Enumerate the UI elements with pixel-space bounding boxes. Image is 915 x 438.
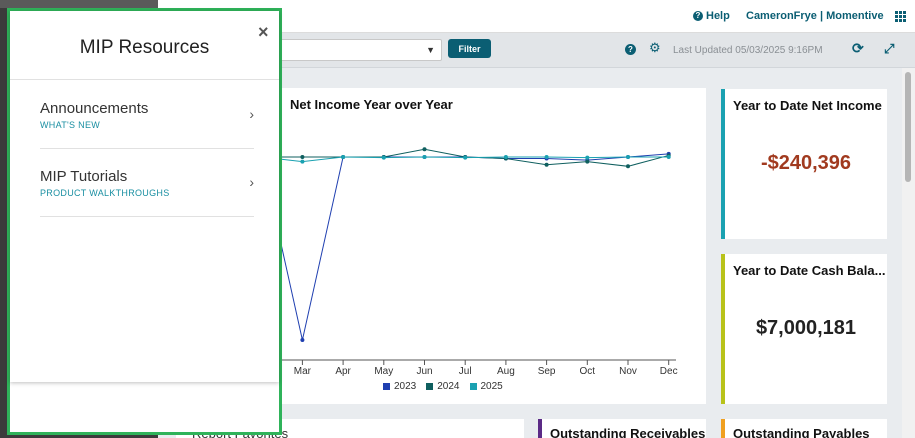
x-tick-label: Mar	[294, 366, 312, 377]
legend-label: 2023	[394, 381, 417, 392]
chevron-down-icon: ▼	[426, 45, 435, 55]
data-point-2024[interactable]	[422, 147, 427, 152]
nav-top-bar	[0, 0, 158, 8]
kpi-net-income-card[interactable]: Year to Date Net Income -$240,396	[721, 89, 887, 239]
refresh-icon[interactable]: ⟳	[852, 40, 864, 56]
dashboard-toolbar: ▼ Filter ? ⚙ Last Updated 05/03/2025 9:1…	[158, 33, 915, 68]
panel-title: MIP Resources	[79, 37, 210, 58]
data-point-2025[interactable]	[585, 155, 590, 160]
chart-legend: 2023 2024 2025	[383, 381, 503, 392]
expand-icon[interactable]: ⤢	[884, 41, 895, 56]
outstanding-receivables-card[interactable]: Outstanding Receivables	[538, 419, 706, 438]
data-point-2025[interactable]	[503, 155, 508, 159]
question-icon[interactable]: ?	[625, 44, 636, 55]
resource-item-label: Announcements	[40, 100, 149, 117]
data-point-2025[interactable]	[463, 155, 468, 160]
series-line-2023	[221, 153, 669, 341]
series-line-2024	[221, 148, 669, 167]
x-tick-label: May	[374, 366, 393, 377]
kpi-cash-balance-card[interactable]: Year to Date Cash Bala... $7,000,181	[721, 254, 887, 404]
last-updated-text: Last Updated 05/03/2025 9:16PM	[673, 45, 823, 56]
data-point-2025[interactable]	[381, 155, 386, 160]
filter-button[interactable]: Filter	[448, 39, 491, 58]
chevron-right-icon: ›	[249, 106, 254, 122]
legend-label: 2025	[480, 381, 503, 392]
legend-item-2025[interactable]: 2025	[469, 381, 503, 392]
card-title: Outstanding Receivables	[550, 426, 706, 438]
data-point-2024[interactable]	[544, 162, 549, 167]
data-point-2025[interactable]	[300, 159, 305, 164]
resource-item-sublabel: PRODUCT WALKTHROUGHS	[40, 188, 170, 198]
page-scrollbar[interactable]	[902, 68, 915, 438]
chart-title: Net Income Year over Year	[290, 97, 453, 112]
kpi-title: Year to Date Net Income	[733, 98, 882, 113]
legend-item-2023[interactable]: 2023	[383, 381, 416, 392]
data-point-2024[interactable]	[585, 159, 590, 164]
help-icon: ?	[693, 11, 703, 21]
x-tick-label: Sep	[538, 366, 556, 377]
resource-item-label: MIP Tutorials	[40, 168, 128, 185]
legend-item-2024[interactable]: 2024	[426, 381, 460, 392]
panel-divider	[10, 79, 279, 80]
user-menu[interactable]: CameronFrye | Momentive	[746, 10, 884, 22]
mip-resources-panel: MIP Resources × Announcements WHAT'S NEW…	[7, 8, 282, 435]
x-tick-label: Oct	[580, 366, 596, 377]
net-income-chart: Mar Apr May Jun Jul Aug Sep Oct Nov Dec	[219, 147, 678, 377]
gear-icon[interactable]: ⚙	[649, 40, 661, 55]
legend-swatch	[383, 383, 390, 390]
data-point-2025[interactable]	[544, 155, 549, 159]
legend-label: 2024	[437, 381, 460, 392]
kpi-value: -$240,396	[760, 152, 852, 174]
legend-swatch	[469, 383, 477, 390]
x-tick-label: Nov	[619, 366, 637, 377]
help-label: Help	[706, 10, 730, 22]
close-icon[interactable]: ×	[258, 22, 269, 42]
outstanding-payables-card[interactable]: Outstanding Payables	[721, 419, 887, 438]
resource-item-tutorials[interactable]: MIP Tutorials PRODUCT WALKTHROUGHS ›	[40, 168, 254, 218]
x-tick-label: Jul	[459, 366, 472, 377]
x-tick-label: Aug	[497, 366, 515, 377]
series-line-2025	[221, 156, 669, 163]
card-title: Outstanding Payables	[733, 426, 870, 438]
data-point-2025[interactable]	[666, 155, 671, 159]
kpi-value: $7,000,181	[755, 317, 857, 339]
data-point-2023[interactable]	[300, 338, 305, 342]
dashboard-select[interactable]: ▼	[280, 39, 442, 61]
app-grid-icon[interactable]	[895, 11, 906, 22]
kpi-title: Year to Date Cash Bala...	[733, 263, 886, 278]
data-point-2024[interactable]	[300, 155, 305, 159]
data-point-2024[interactable]	[626, 164, 630, 169]
data-point-2025[interactable]	[626, 155, 630, 159]
scrollbar-thumb[interactable]	[905, 72, 911, 182]
item-divider	[40, 148, 254, 149]
panel-body: MIP Resources × Announcements WHAT'S NEW…	[10, 11, 279, 382]
data-point-2025[interactable]	[341, 155, 346, 159]
x-tick-label: Dec	[660, 366, 678, 377]
resource-item-announcements[interactable]: Announcements WHAT'S NEW ›	[40, 100, 254, 150]
item-divider	[40, 216, 254, 217]
resource-item-sublabel: WHAT'S NEW	[40, 120, 101, 130]
help-link[interactable]: ? Help	[693, 10, 730, 22]
x-tick-label: Jun	[416, 366, 432, 377]
chevron-right-icon: ›	[249, 174, 254, 190]
x-tick-label: Apr	[335, 366, 351, 377]
data-point-2025[interactable]	[422, 155, 427, 159]
legend-swatch	[426, 383, 434, 390]
top-header: ? Help CameronFrye | Momentive	[158, 0, 915, 33]
